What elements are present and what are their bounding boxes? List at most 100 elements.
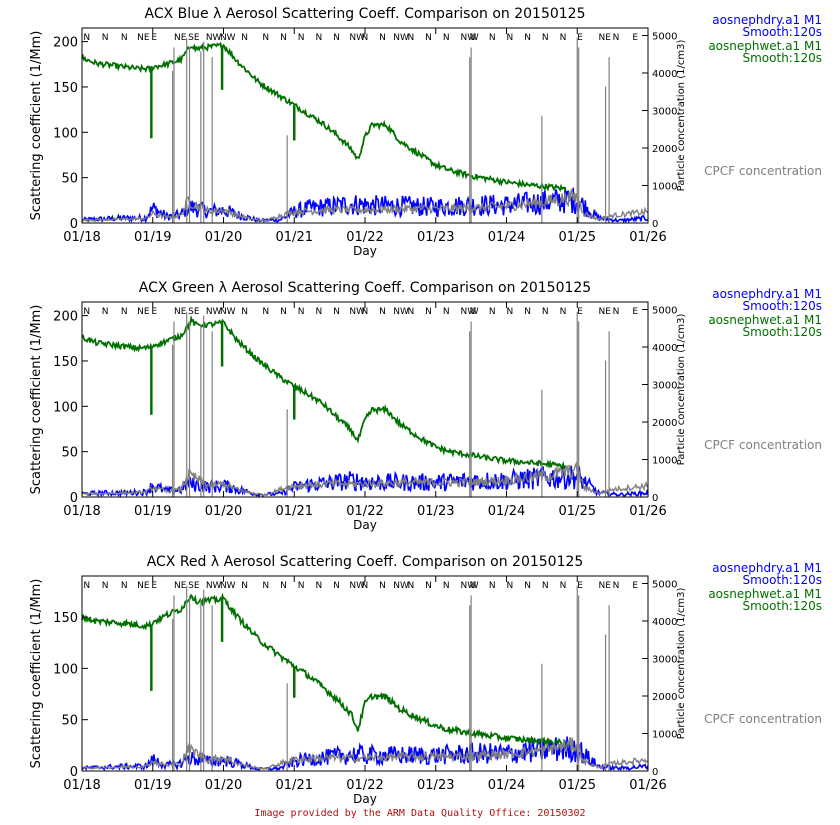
panel2-wind-label: SE: [188, 307, 200, 317]
panel1-y2-tick-label: 1000: [652, 182, 677, 193]
panel2-y-tick-label: 200: [53, 310, 78, 325]
panel3-wind-label: W: [470, 581, 479, 591]
panel2-y-tick-label: 0: [70, 491, 78, 506]
panel3-title: ACX Red λ Aerosol Scattering Coeff. Comp…: [147, 554, 584, 570]
panel2-x-tick-label: 01/23: [417, 504, 454, 519]
panel2-wind-label: NE: [137, 307, 150, 317]
panel2-wind-label: NW: [206, 307, 222, 317]
panel2-wind-label: NE: [174, 307, 187, 317]
panel3-y-tick-label: 50: [61, 714, 78, 729]
panel1-x-tick-label: 01/19: [134, 230, 171, 245]
panel2-y-tick-label: 150: [53, 355, 78, 370]
panel1-y-axis-label: Scattering coefficient (1/Mm): [29, 31, 44, 221]
panel3-y2-tick-label: 3000: [652, 655, 677, 666]
panel1-y2-tick-label: 5000: [652, 32, 677, 43]
panel3-wind-label: E: [577, 581, 583, 591]
panel1-wind-label: N: [489, 33, 496, 43]
panel1-wind-label: SE: [188, 33, 200, 43]
panel2-x-tick-label: 01/19: [134, 504, 171, 519]
panel1-series-2-line: [81, 41, 567, 192]
panel2-wind-label: N: [489, 307, 496, 317]
panel3-wind-label: NW: [220, 581, 236, 591]
panel2-wind-label: NW: [461, 307, 477, 317]
panel1-wind-label: NW: [206, 33, 222, 43]
panel3-wind-label: NW: [393, 581, 409, 591]
panel3-wind-label: N: [489, 581, 496, 591]
panel3-wind-label: SE: [188, 581, 200, 591]
panel2-wind-label: N: [241, 307, 248, 317]
panel3-y-axis-label: Scattering coefficient (1/Mm): [29, 579, 44, 769]
panel3-x-tick-label: 01/19: [134, 778, 171, 793]
panel1-wind-label: N: [613, 33, 620, 43]
panel2-y2-tick-label: 5000: [652, 306, 677, 317]
panel2-wind-label: N: [280, 307, 287, 317]
panel1-wind-label: N: [443, 33, 450, 43]
panel1-x-tick-label: 01/24: [488, 230, 525, 245]
panel2-wind-label: N: [102, 307, 109, 317]
panel2-wind-label: N: [542, 307, 549, 317]
panel2-legend-name: aosnephwet.a1 M1: [708, 313, 822, 327]
panel1-y2-axis-label: Particle concentration (1/cm3): [676, 40, 687, 192]
panel2-x-axis-label: Day: [353, 518, 377, 532]
panel1-wind-label: N: [102, 33, 109, 43]
panel2-wind-label: N: [407, 307, 414, 317]
panel2-y2-tick-label: 2000: [652, 418, 677, 429]
panel1-wind-label: N: [524, 33, 531, 43]
panel1-wind-label: N: [83, 33, 90, 43]
panel2-wind-label: N: [121, 307, 128, 317]
panel2-legend-note: Smooth:120s: [743, 299, 823, 313]
panel2-x-tick-label: 01/22: [346, 504, 383, 519]
panel2-x-tick-label: 01/21: [276, 504, 313, 519]
panel1-x-tick-label: 01/21: [276, 230, 313, 245]
panel3-wind-label: N: [102, 581, 109, 591]
panel2-y2-tick-label: 1000: [652, 456, 677, 467]
panel3-legend-cpcf: CPCF concentration: [704, 712, 822, 726]
panel3-y2-tick-label: 0: [652, 767, 658, 778]
panel1-wind-label: N: [298, 33, 305, 43]
panel1-wind-label: E: [577, 33, 583, 43]
panel2-wind-label: N: [524, 307, 531, 317]
panel1-wind-label: N: [407, 33, 414, 43]
panel3-wind-label: N: [315, 581, 322, 591]
panel3-legend-note: Smooth:120s: [743, 599, 823, 613]
panel2-x-tick-label: 01/24: [488, 504, 525, 519]
panel3-wind-label: N: [542, 581, 549, 591]
panel3-x-axis-label: Day: [353, 792, 377, 806]
panel3-wind-label: NW: [461, 581, 477, 591]
panel1-wind-label: N: [280, 33, 287, 43]
panel3-wind-label: N: [280, 581, 287, 591]
panel1-wind-label: NW: [220, 33, 236, 43]
credit-text: Image provided by the ARM Data Quality O…: [254, 808, 586, 819]
panel2-wind-label: N: [333, 307, 340, 317]
panel2-wind-label: N: [443, 307, 450, 317]
panel2-wind-label: N: [613, 307, 620, 317]
panel2-x-tick-label: 01/26: [629, 504, 666, 519]
panel3-y-tick-label: 150: [53, 611, 78, 626]
panel2-y2-tick-label: 3000: [652, 381, 677, 392]
panel1-legend-note: Smooth:120s: [743, 25, 823, 39]
panel1-x-tick-label: 01/22: [346, 230, 383, 245]
panel3-wind-label: N: [241, 581, 248, 591]
panel1-wind-label: NW: [461, 33, 477, 43]
panel3-x-tick-label: 01/20: [205, 778, 242, 793]
panel1-wind-label: NE: [598, 33, 611, 43]
panel3-wind-label: NE: [137, 581, 150, 591]
panel1-wind-label: N: [361, 33, 368, 43]
panel3-series-3-line: [81, 737, 649, 770]
panel2-series-2-line: [82, 314, 567, 472]
panel2-wind-label: NW: [393, 307, 409, 317]
panel2-y2-axis-label: Particle concentration (1/cm3): [676, 314, 687, 466]
panel3-wind-label: N: [407, 581, 414, 591]
panel3-wind-label: E: [632, 581, 638, 591]
panel3-x-tick-label: 01/23: [417, 778, 454, 793]
panel3-wind-label: N: [121, 581, 128, 591]
panel1-wind-label: E: [632, 33, 638, 43]
panel2-wind-label: NW: [220, 307, 236, 317]
panel3-y2-tick-label: 1000: [652, 730, 677, 741]
panel1-y2-tick-label: 3000: [652, 107, 677, 118]
panel2-wind-label: N: [298, 307, 305, 317]
panel2-wind-label: N: [361, 307, 368, 317]
panel1-wind-label: N: [425, 33, 432, 43]
panel1-title: ACX Blue λ Aerosol Scattering Coeff. Com…: [145, 6, 586, 22]
